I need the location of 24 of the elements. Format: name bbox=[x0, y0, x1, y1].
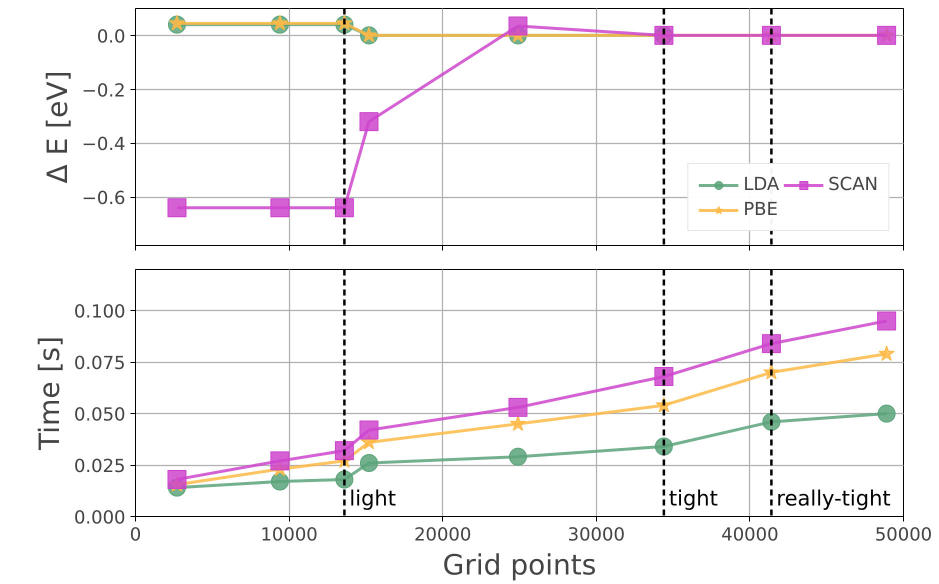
y-axis-title: Δ E [eV] bbox=[40, 70, 74, 184]
x-tick-label: 20000 bbox=[414, 524, 472, 546]
y-tick-label: −0.6 bbox=[82, 188, 126, 210]
x-tick-label: 30000 bbox=[568, 524, 625, 546]
x-tick-label: 40000 bbox=[721, 524, 779, 546]
ref-line-label: tight bbox=[668, 486, 718, 510]
y-axis-title: Time [s] bbox=[32, 336, 66, 451]
x-tick-label: 50000 bbox=[874, 524, 932, 546]
ref-line-label: light bbox=[349, 486, 396, 510]
y-tick-label: −0.2 bbox=[82, 80, 126, 102]
legend-label: SCAN bbox=[828, 174, 878, 195]
y-tick-label: 0.050 bbox=[74, 404, 126, 426]
y-tick-label: 0.000 bbox=[74, 508, 126, 528]
x-tick-label: 0 bbox=[130, 524, 142, 546]
y-tick-label: 0.100 bbox=[74, 302, 126, 323]
y-tick-label: 0.025 bbox=[74, 456, 126, 478]
ref-line-label: really-tight bbox=[776, 486, 891, 510]
x-axis-title: Grid points bbox=[442, 548, 596, 582]
y-tick-label: −0.4 bbox=[82, 134, 126, 156]
legend-label: PBE bbox=[743, 199, 778, 220]
x-tick-label: 10000 bbox=[260, 524, 318, 546]
y-tick-label: 0.0 bbox=[96, 26, 126, 48]
y-tick-label: 0.075 bbox=[74, 353, 126, 374]
legend-label: LDA bbox=[743, 174, 780, 195]
